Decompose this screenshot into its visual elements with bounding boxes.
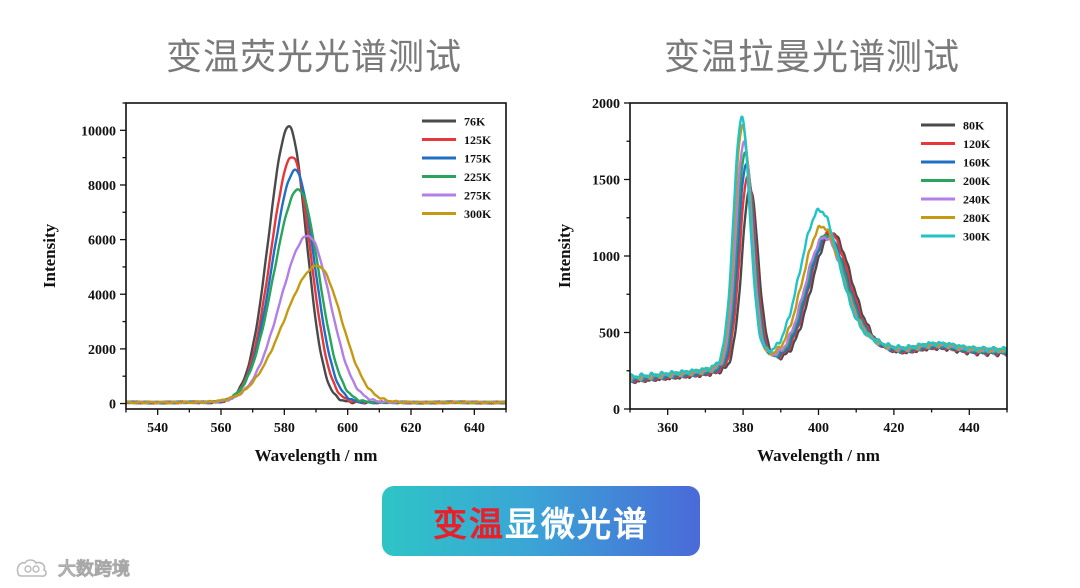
y-axis-title: Intensity [555, 223, 574, 288]
x-tick-label: 580 [274, 421, 295, 436]
y-tick-label: 1500 [592, 174, 620, 189]
legend-label: 175K [464, 152, 492, 166]
x-tick-label: 380 [733, 421, 754, 436]
watermark: 大数跨境 [14, 556, 130, 580]
x-tick-label: 560 [211, 421, 232, 436]
chart-legend: 80K 120K 160K 200K 240K 280K 300K [921, 119, 991, 244]
x-tick-label: 420 [883, 421, 904, 436]
legend-label: 80K [963, 119, 985, 133]
x-tick-label: 600 [337, 421, 358, 436]
watermark-text: 大数跨境 [58, 559, 131, 581]
y-tick-label: 4000 [88, 288, 116, 303]
y-tick-label: 1000 [592, 250, 620, 265]
banner-white-text: 显微光谱 [505, 504, 649, 545]
series-line-80K [630, 189, 1007, 385]
legend-label: 300K [464, 207, 492, 221]
x-tick-label: 540 [147, 421, 168, 436]
legend-label: 240K [963, 193, 991, 207]
legend-label: 160K [963, 156, 991, 170]
brand-logo-icon [16, 559, 47, 577]
banner-red-text: 变温 [433, 504, 505, 545]
legend-label: 200K [963, 174, 991, 188]
x-axis-title: Wavelength / nm [757, 446, 880, 465]
legend-label: 76K [464, 115, 486, 129]
y-tick-label: 2000 [88, 343, 116, 358]
y-tick-label: 500 [599, 327, 620, 342]
y-axis-title: Intensity [40, 223, 59, 288]
y-tick-label: 6000 [88, 234, 116, 249]
x-tick-label: 360 [657, 421, 678, 436]
y-tick-label: 8000 [88, 179, 116, 194]
x-tick-label: 620 [401, 421, 422, 436]
banner-button[interactable]: 变温 显微光谱 [382, 486, 700, 556]
y-tick-label: 2000 [592, 97, 620, 112]
legend-label: 225K [464, 170, 492, 184]
y-tick-label: 0 [613, 403, 620, 418]
x-tick-label: 440 [959, 421, 980, 436]
left-chart-title: 变温荧光光谱测试 [166, 37, 463, 78]
right-chart-title: 变温拉曼光谱测试 [664, 37, 961, 78]
x-axis-title: Wavelength / nm [255, 446, 378, 465]
y-tick-label: 0 [109, 398, 116, 413]
x-tick-label: 640 [464, 421, 485, 436]
legend-label: 300K [963, 230, 991, 244]
legend-label: 125K [464, 133, 492, 147]
y-tick-label: 10000 [81, 124, 116, 139]
series-line-300K [630, 115, 1007, 380]
x-tick-label: 400 [808, 421, 829, 436]
series-line-120K [630, 175, 1007, 384]
legend-label: 275K [464, 189, 492, 203]
legend-label: 280K [963, 211, 991, 225]
series-line-300K [126, 264, 506, 405]
chart-legend: 76K 125K 175K 225K 275K 300K [422, 115, 492, 221]
legend-label: 120K [963, 137, 991, 151]
